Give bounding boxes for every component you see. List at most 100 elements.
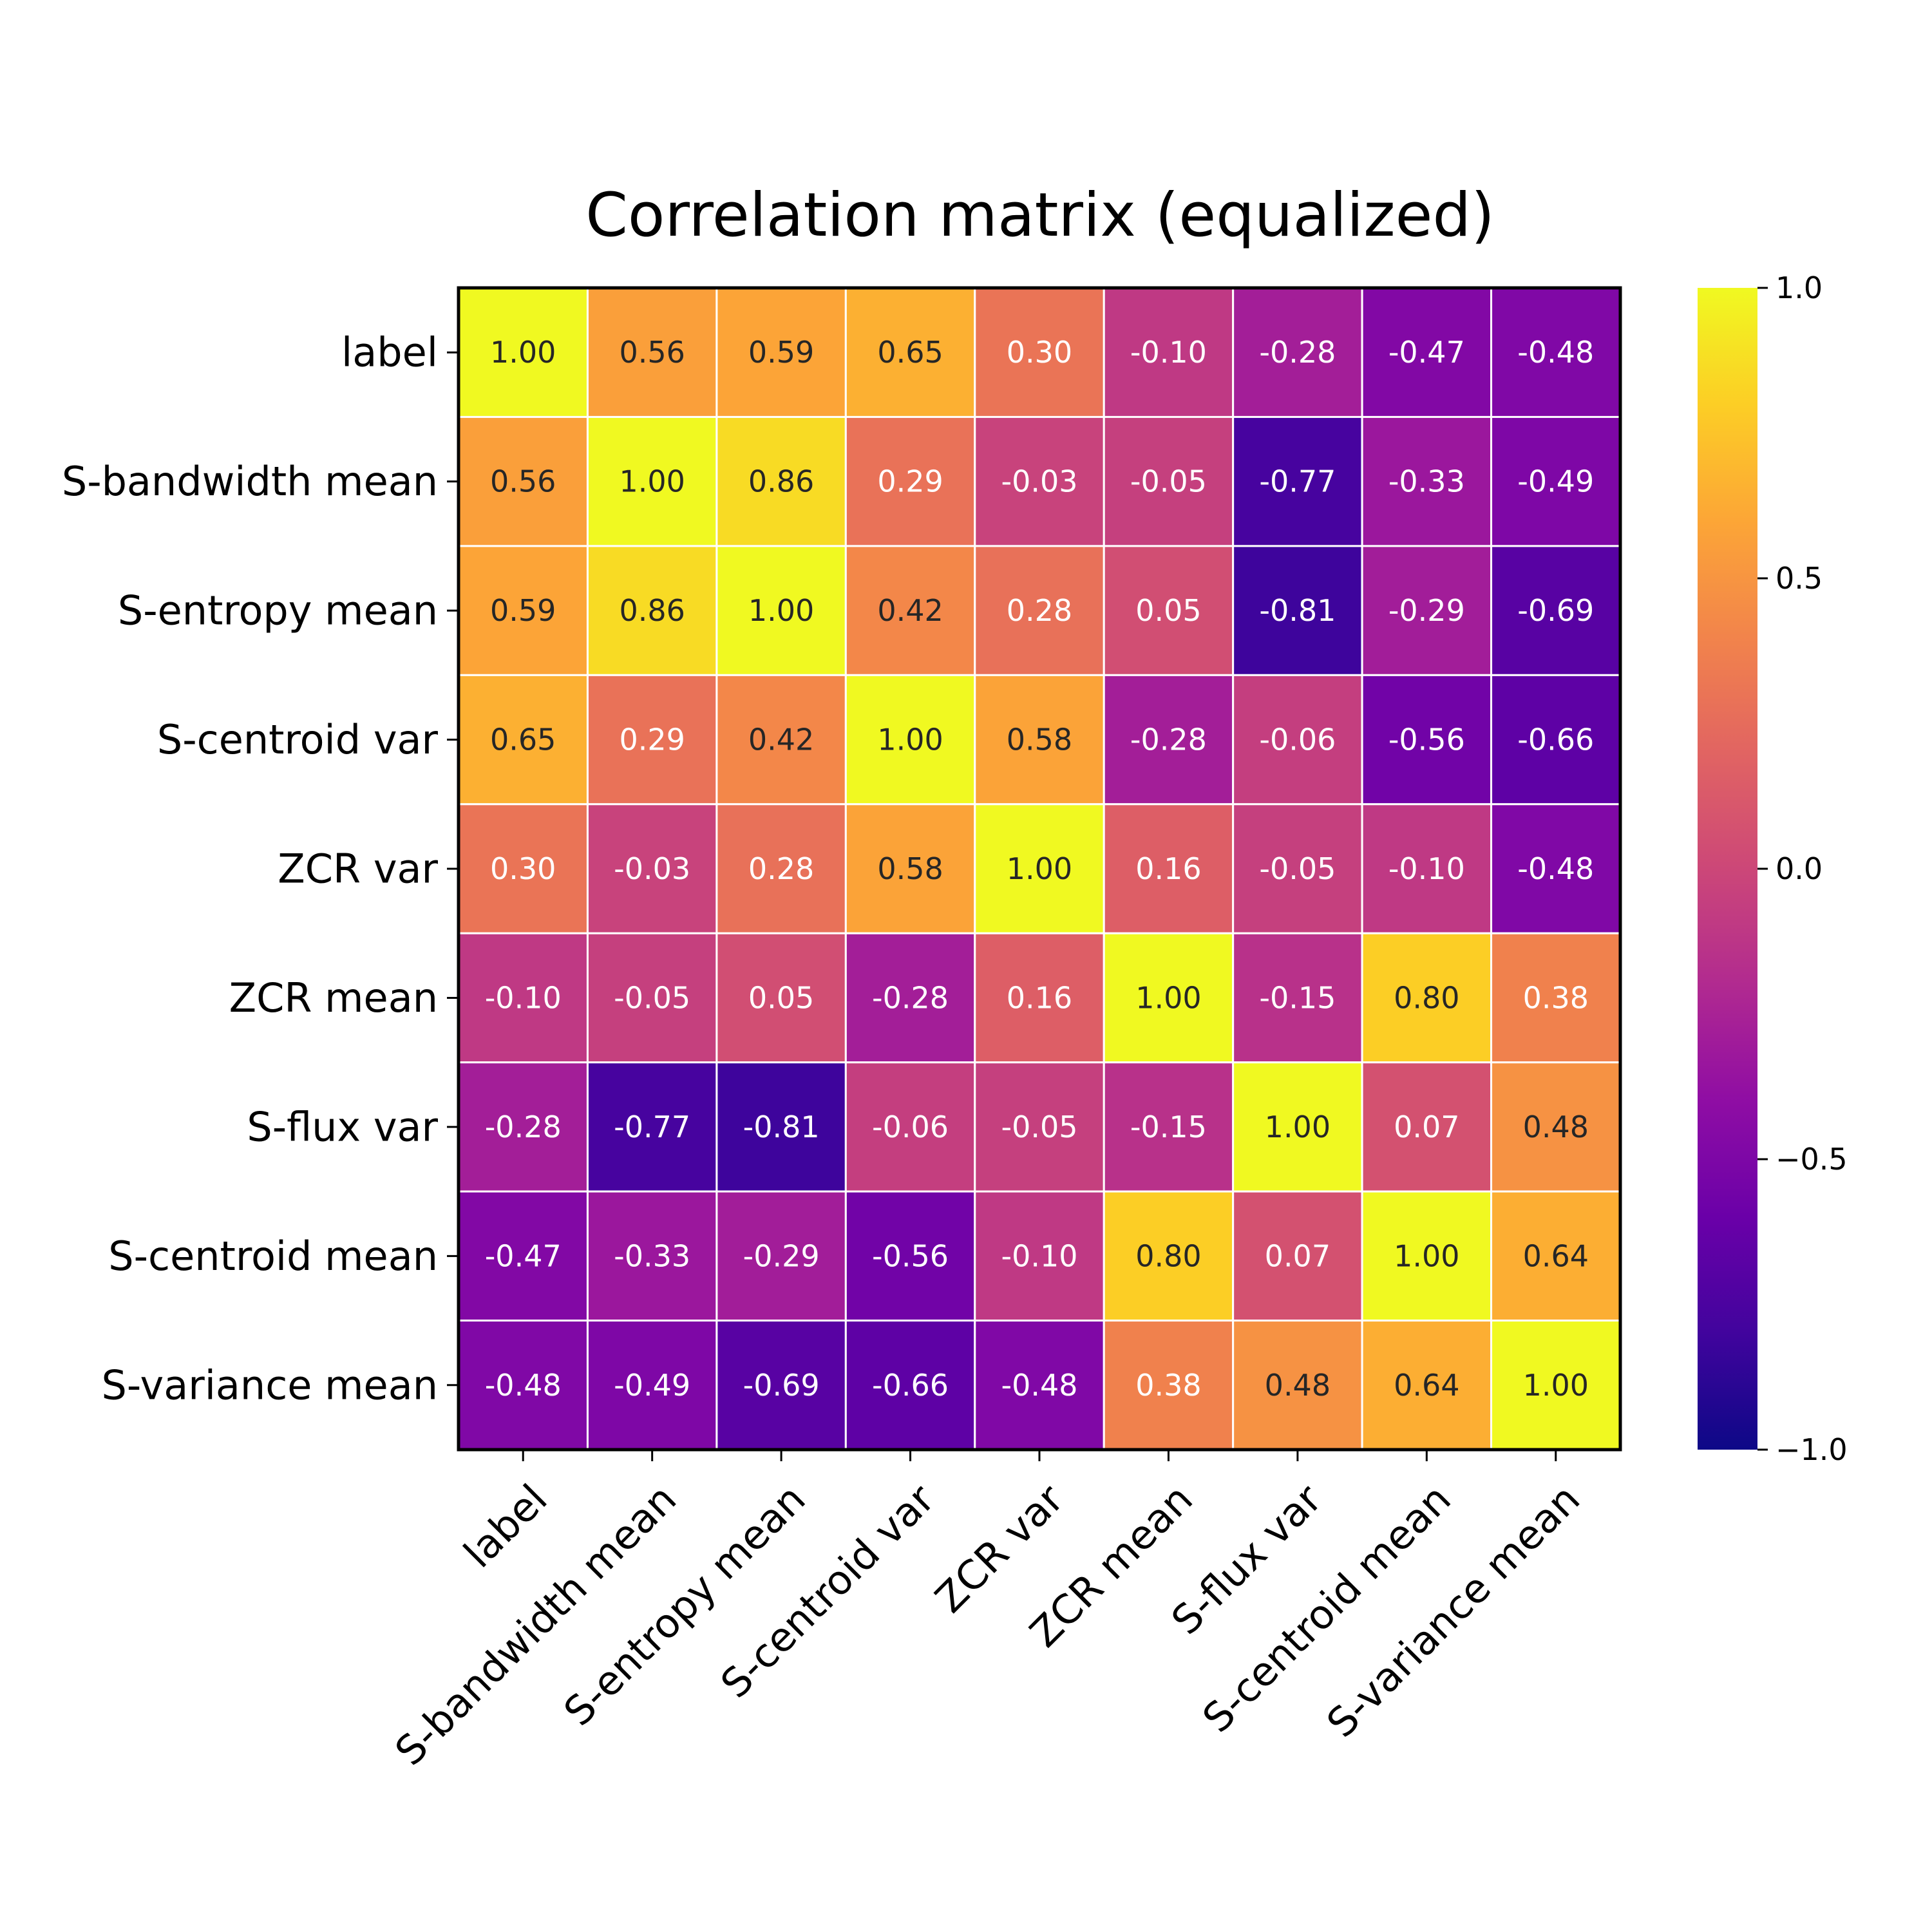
heatmap-cell xyxy=(1232,1320,1363,1451)
cell-value-label: -0.10 xyxy=(485,980,562,1015)
heatmap-cell xyxy=(586,545,718,676)
cell-value-label: 0.58 xyxy=(877,851,943,886)
heatmap-cell xyxy=(586,1061,718,1193)
x-tick-label: label xyxy=(455,1475,556,1577)
heatmap-cell xyxy=(457,803,589,934)
heatmap-cell xyxy=(1490,1320,1622,1451)
cell-value-label: 0.29 xyxy=(619,723,685,757)
heatmap-cell xyxy=(457,415,589,547)
cell-value-label: -0.33 xyxy=(614,1238,690,1273)
cell-value-label: -0.47 xyxy=(1388,335,1465,370)
heatmap-cell xyxy=(844,545,976,676)
x-tick-label: S-variance mean xyxy=(1318,1475,1589,1747)
cell-value-label: 0.56 xyxy=(619,335,685,370)
heatmap-cell xyxy=(844,1320,976,1451)
heatmap-cell xyxy=(457,287,589,418)
cell-value-label: -0.66 xyxy=(872,1368,949,1403)
colorbar-tick-label: 0.0 xyxy=(1776,851,1823,886)
cell-value-label: -0.28 xyxy=(1259,335,1336,370)
cell-value-label: -0.69 xyxy=(1517,593,1594,628)
heatmap-cell xyxy=(1490,415,1622,547)
heatmap-cell xyxy=(1490,803,1622,934)
cell-value-label: -0.29 xyxy=(1388,593,1465,628)
heatmap-cell xyxy=(586,674,718,806)
heatmap-cell xyxy=(974,545,1105,676)
y-tick-label: label xyxy=(341,329,438,376)
cell-value-label: -0.56 xyxy=(1388,723,1465,757)
cell-value-label: 0.42 xyxy=(748,723,814,757)
cell-value-label: 0.59 xyxy=(748,335,814,370)
heatmap-cells: 1.00 0.56 0.59 0.65 0.30 -0.10 -0.28 -0.47 -0.48… xyxy=(457,287,1622,1451)
heatmap-cell xyxy=(844,803,976,934)
cell-value-label: -0.56 xyxy=(872,1238,949,1273)
cell-value-label: 0.80 xyxy=(1394,980,1459,1015)
colorbar: 1.0 0.5 0.0 −0.5 −1.0 xyxy=(1698,270,1848,1467)
cell-value-label: -0.81 xyxy=(1259,593,1336,628)
cell-value-label: -0.77 xyxy=(614,1110,690,1144)
heatmap-cell xyxy=(1232,1061,1363,1193)
cell-value-label: 0.05 xyxy=(1135,593,1201,628)
y-tick-label: S-flux var xyxy=(247,1103,438,1150)
heatmap-cell xyxy=(1232,803,1363,934)
heatmap-cell xyxy=(1103,932,1235,1064)
cell-value-label: 0.30 xyxy=(490,851,556,886)
cell-value-label: -0.47 xyxy=(485,1238,562,1273)
cell-value-label: 0.16 xyxy=(1135,851,1201,886)
heatmap-cell xyxy=(715,932,847,1064)
y-tick-label: ZCR var xyxy=(278,846,438,893)
heatmap-cell xyxy=(715,1190,847,1322)
cell-value-label: 0.48 xyxy=(1265,1368,1331,1403)
cell-value-label: 0.48 xyxy=(1523,1110,1589,1144)
y-tick-label: S-variance mean xyxy=(101,1361,438,1408)
cell-value-label: 0.29 xyxy=(877,464,943,499)
cell-value-label: -0.05 xyxy=(1259,851,1336,886)
heatmap-cell xyxy=(457,932,589,1064)
x-tick-label: S-centroid mean xyxy=(1193,1475,1459,1741)
cell-value-label: 0.16 xyxy=(1007,980,1072,1015)
cell-value-label: -0.49 xyxy=(1517,464,1594,499)
cell-value-label: -0.29 xyxy=(743,1238,820,1273)
cell-value-label: -0.66 xyxy=(1517,723,1594,757)
heatmap-cell xyxy=(844,1190,976,1322)
cell-value-label: 0.38 xyxy=(1135,1368,1201,1403)
cell-value-label: 1.00 xyxy=(748,593,814,628)
y-tick-label: ZCR mean xyxy=(229,974,438,1021)
cell-value-label: -0.48 xyxy=(1517,851,1594,886)
cell-value-label: -0.05 xyxy=(1130,464,1207,499)
cell-value-label: 0.05 xyxy=(748,980,814,1015)
cell-value-label: -0.05 xyxy=(614,980,690,1015)
heatmap-cell xyxy=(715,803,847,934)
cell-value-label: 0.42 xyxy=(877,593,943,628)
cell-value-label: -0.06 xyxy=(872,1110,949,1144)
y-tick-label: S-centroid var xyxy=(157,716,439,763)
heatmap-cell xyxy=(457,545,589,676)
heatmap-cell xyxy=(1232,545,1363,676)
cell-value-label: 0.07 xyxy=(1265,1238,1331,1273)
heatmap-cell xyxy=(1103,287,1235,418)
cell-value-label: -0.06 xyxy=(1259,723,1336,757)
cell-value-label: 0.56 xyxy=(490,464,556,499)
y-axis-tick-labels: label S-bandwidth mean S-entropy mean S-cen… xyxy=(62,329,459,1408)
colorbar-tick-label: −1.0 xyxy=(1776,1432,1848,1467)
colorbar-tick-label: −0.5 xyxy=(1776,1142,1848,1177)
heatmap-cell xyxy=(1103,803,1235,934)
heatmap-cell xyxy=(844,287,976,418)
cell-value-label: 1.00 xyxy=(1523,1368,1589,1403)
heatmap-cell xyxy=(844,932,976,1064)
heatmap-cell xyxy=(974,1320,1105,1451)
heatmap-cell xyxy=(1490,932,1622,1064)
heatmap-cell xyxy=(715,545,847,676)
cell-value-label: -0.81 xyxy=(743,1110,820,1144)
cell-value-label: -0.03 xyxy=(1001,464,1077,499)
cell-value-label: 0.30 xyxy=(1007,335,1072,370)
cell-value-label: -0.48 xyxy=(1517,335,1594,370)
heatmap-cell xyxy=(844,674,976,806)
heatmap-cell xyxy=(457,1061,589,1193)
y-tick-label: S-centroid mean xyxy=(108,1233,438,1280)
heatmap-cell xyxy=(586,1320,718,1451)
cell-value-label: -0.10 xyxy=(1388,851,1465,886)
heatmap-cell xyxy=(1103,1190,1235,1322)
heatmap-cell xyxy=(586,803,718,934)
heatmap-cell xyxy=(974,1190,1105,1322)
